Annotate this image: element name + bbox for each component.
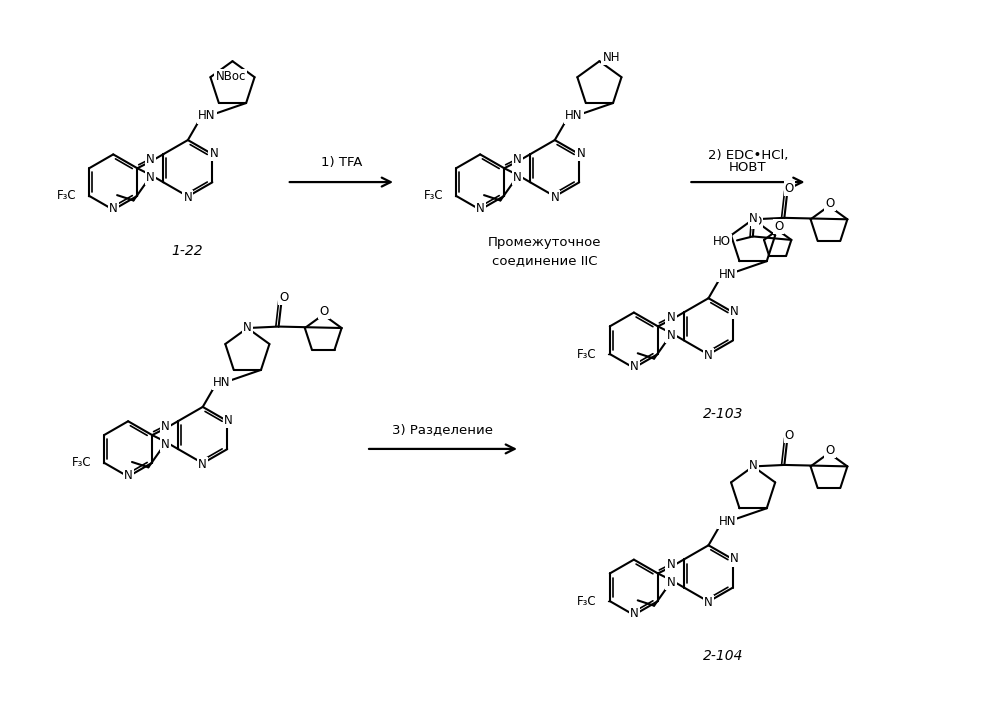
Text: N: N bbox=[146, 153, 155, 166]
Text: N: N bbox=[667, 558, 675, 571]
Text: 2-103: 2-103 bbox=[703, 408, 743, 421]
Text: F₃C: F₃C bbox=[577, 595, 597, 608]
Text: N: N bbox=[146, 171, 155, 184]
Text: N: N bbox=[161, 438, 170, 450]
Text: NH: NH bbox=[602, 51, 620, 64]
Text: N: N bbox=[630, 360, 639, 373]
Text: F₃C: F₃C bbox=[57, 189, 76, 202]
Text: N: N bbox=[667, 329, 675, 342]
Text: HN: HN bbox=[198, 109, 215, 122]
Text: F₃C: F₃C bbox=[424, 189, 443, 202]
Text: O: O bbox=[825, 443, 835, 457]
Text: O: O bbox=[752, 214, 761, 227]
Text: N: N bbox=[667, 311, 675, 324]
Text: O: O bbox=[785, 429, 794, 442]
Text: 2) EDC•HCl,: 2) EDC•HCl, bbox=[708, 149, 788, 162]
Text: HN: HN bbox=[213, 376, 230, 389]
Text: NBoc: NBoc bbox=[215, 69, 246, 83]
Text: N: N bbox=[667, 576, 675, 589]
Text: Промежуточное
соединение IIC: Промежуточное соединение IIC bbox=[488, 236, 601, 267]
Text: N: N bbox=[730, 305, 739, 318]
Text: N: N bbox=[224, 414, 233, 427]
Text: HOBT: HOBT bbox=[729, 161, 767, 174]
Text: N: N bbox=[576, 147, 585, 160]
Text: O: O bbox=[279, 290, 288, 303]
Text: N: N bbox=[749, 212, 757, 225]
Text: N: N bbox=[161, 420, 170, 433]
Text: N: N bbox=[209, 147, 218, 160]
Text: O: O bbox=[774, 220, 783, 233]
Text: HN: HN bbox=[719, 267, 736, 280]
Text: N: N bbox=[476, 202, 485, 215]
Text: 1-22: 1-22 bbox=[172, 245, 203, 258]
Text: 2-104: 2-104 bbox=[703, 649, 743, 664]
Text: 1) TFA: 1) TFA bbox=[321, 156, 362, 169]
Text: N: N bbox=[550, 191, 559, 204]
Text: N: N bbox=[198, 458, 207, 470]
Text: N: N bbox=[183, 191, 192, 204]
Text: N: N bbox=[513, 171, 522, 184]
Text: HN: HN bbox=[719, 515, 736, 528]
Text: HN: HN bbox=[565, 109, 582, 122]
Text: N: N bbox=[124, 469, 133, 482]
Text: HO: HO bbox=[713, 235, 731, 248]
Text: N: N bbox=[243, 320, 252, 334]
Text: F₃C: F₃C bbox=[577, 347, 597, 360]
Text: N: N bbox=[109, 202, 118, 215]
Text: O: O bbox=[785, 182, 794, 194]
Text: N: N bbox=[513, 153, 522, 166]
Text: N: N bbox=[704, 349, 713, 362]
Text: N: N bbox=[704, 596, 713, 609]
Text: N: N bbox=[730, 553, 739, 566]
Text: O: O bbox=[825, 197, 835, 209]
Text: O: O bbox=[320, 305, 329, 318]
Text: F₃C: F₃C bbox=[72, 456, 91, 469]
Text: 3) Разделение: 3) Разделение bbox=[392, 423, 493, 436]
Text: N: N bbox=[630, 608, 639, 621]
Text: N: N bbox=[749, 459, 757, 472]
